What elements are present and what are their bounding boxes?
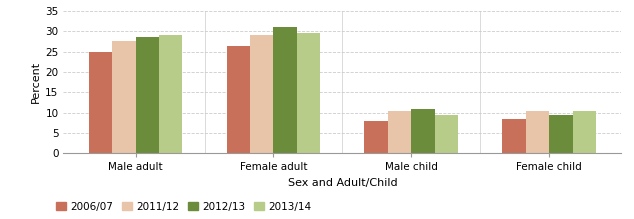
Bar xyxy=(297,33,320,153)
Bar xyxy=(388,111,411,153)
Bar xyxy=(159,35,183,153)
Bar xyxy=(502,119,526,153)
Bar xyxy=(136,37,159,153)
Bar xyxy=(549,115,573,153)
Bar xyxy=(226,46,250,153)
X-axis label: Sex and Adult/Child: Sex and Adult/Child xyxy=(288,178,397,188)
Legend: 2006/07, 2011/12, 2012/13, 2013/14: 2006/07, 2011/12, 2012/13, 2013/14 xyxy=(56,202,311,212)
Bar xyxy=(573,111,596,153)
Y-axis label: Percent: Percent xyxy=(31,61,41,103)
Bar xyxy=(526,111,549,153)
Bar xyxy=(89,52,112,153)
Bar xyxy=(435,115,458,153)
Bar xyxy=(365,121,388,153)
Bar xyxy=(112,41,136,153)
Bar xyxy=(250,35,273,153)
Bar xyxy=(411,109,435,153)
Bar xyxy=(273,27,297,153)
